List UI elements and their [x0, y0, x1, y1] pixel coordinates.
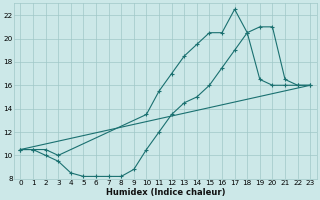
X-axis label: Humidex (Indice chaleur): Humidex (Indice chaleur) [106, 188, 225, 197]
